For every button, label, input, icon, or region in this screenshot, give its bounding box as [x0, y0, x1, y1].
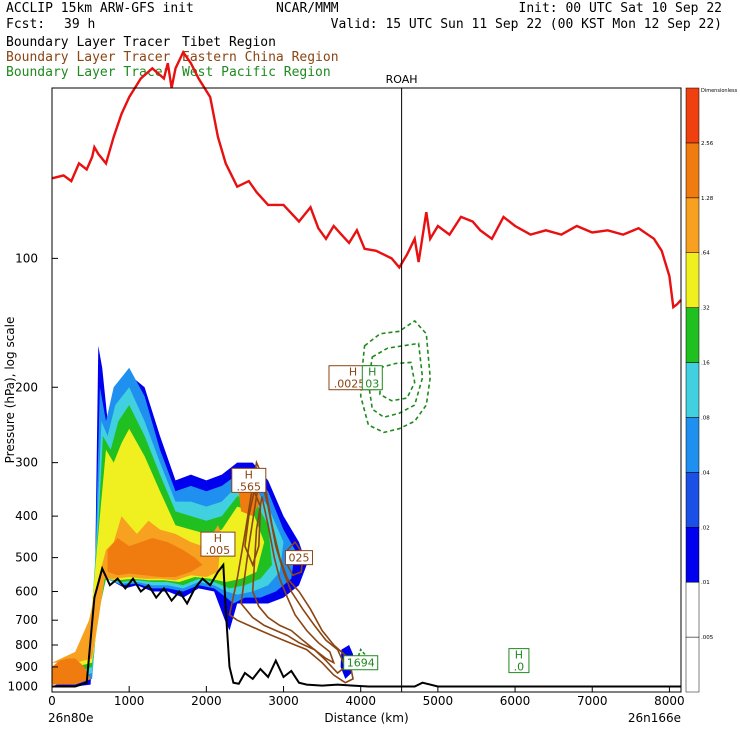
y-tick-label-1: 200 — [15, 380, 38, 394]
colorbar-swatch-3 — [685, 472, 700, 528]
x-tick-label-5: 5000 — [423, 694, 454, 708]
plot-frame — [51, 87, 682, 693]
colorbar-level-6: .32 — [701, 306, 710, 312]
legend-region-eastern-china: Eastern China Region — [182, 50, 339, 65]
tracer-label-h-1: H — [245, 468, 253, 481]
tracer-label-box-4 — [361, 365, 383, 391]
colorbar-swatch-1 — [685, 581, 700, 638]
tracer-label-value-1: .565 — [237, 480, 262, 493]
tracer-label-box-2 — [284, 550, 313, 566]
colorbar-swatch-6 — [685, 307, 700, 363]
colorbar: .005 .01 .02 .04 .08 .16 .32 .64 1.28 2.56 Dimensi… — [685, 87, 738, 693]
colorbar-swatch-2 — [685, 527, 700, 583]
roah-marker-label: ROAH — [386, 73, 418, 86]
eastern-china-contour-3 — [244, 488, 262, 568]
colorbar-level-9: 2.56 — [701, 141, 714, 147]
colorbar-swatch-7 — [685, 252, 700, 308]
tracer-label-value-5: 1694 — [347, 657, 375, 670]
right-endpoint-label: 26n166e — [628, 711, 681, 725]
valid-time: Valid: 15 UTC Sun 11 Sep 22 (00 KST Mon … — [330, 17, 722, 32]
x-tick-label-6: 6000 — [500, 694, 531, 708]
x-tick-label-8: 8000 — [654, 694, 685, 708]
y-tick-label-6: 700 — [15, 613, 38, 627]
tracer-fill-region-6 — [52, 658, 91, 685]
west-pacific-contour-2 — [379, 361, 416, 402]
colorbar-swatch-4 — [685, 417, 700, 473]
colorbar-level-0: .005 — [701, 635, 714, 641]
colorbar-level-1: .01 — [701, 580, 710, 586]
tracer-label-box-0 — [200, 531, 236, 557]
eastern-china-contour-2 — [251, 496, 336, 665]
legend-region-tibet: Tibet Region — [182, 35, 276, 50]
west-pacific-contour-1 — [367, 342, 424, 419]
colorbar-swatch-9 — [685, 142, 700, 199]
forecast-label: Fcst: — [6, 17, 46, 32]
y-tick-label-2: 300 — [15, 456, 38, 470]
tracer-label-value-2: 025 — [288, 552, 309, 565]
tracer-fill-region-7 — [107, 538, 203, 577]
colorbar-level-2: .02 — [701, 525, 710, 531]
y-axis-label: Pressure (hPa), log scale — [3, 317, 17, 464]
x-tick-label-2: 2000 — [191, 694, 222, 708]
x-tick-label-1: 1000 — [114, 694, 145, 708]
axes-layer: ROAH 0 1000 2000 3000 4000 5000 6000 7000 8000 100… — [3, 73, 685, 725]
y-tick-label-4: 500 — [15, 551, 38, 565]
colorbar-level-4: .08 — [701, 415, 710, 421]
colorbar-level-8: 1.28 — [701, 196, 714, 202]
tracer-label-value-4: 03 — [365, 378, 379, 391]
colorbar-swatch-0 — [685, 636, 700, 693]
tracer-label-value-0: .005 — [206, 544, 231, 557]
tracer-label-h-0: H — [214, 532, 222, 545]
center-label: NCAR/MMM — [276, 1, 339, 16]
legend-name-eastern-china: Boundary Layer Tracer — [6, 50, 171, 65]
tracer-label-box-6 — [508, 648, 530, 674]
tracer-label-h-6: H — [515, 649, 523, 662]
colorbar-level-7: .64 — [701, 251, 710, 257]
tracer-label-h-3: H — [349, 366, 357, 379]
y-tick-label-8: 900 — [15, 660, 38, 674]
x-tick-label-3: 3000 — [268, 694, 299, 708]
tracer-label-h-4: H — [368, 366, 376, 379]
left-endpoint-label: 26n80e — [48, 711, 94, 725]
colorbar-level-3: .04 — [701, 470, 710, 476]
y-tick-label-5: 600 — [15, 585, 38, 599]
figure-title: ACCLIP 15km ARW-GFS init — [6, 1, 194, 16]
colorbar-swatch-5 — [685, 362, 700, 418]
y-tick-label-9: 1000 — [7, 680, 38, 694]
colorbar-level-5: .16 — [701, 361, 710, 367]
colorbar-swatch-8 — [685, 197, 700, 253]
x-tick-label-4: 4000 — [345, 694, 376, 708]
tracer-label-value-6: .0 — [514, 661, 525, 674]
west-pacific-contour-low — [356, 648, 370, 668]
tracer-fill-layer — [52, 345, 353, 687]
legend-region-west-pacific: West Pacific Region — [182, 65, 331, 80]
tropopause-line — [51, 49, 682, 310]
legend-name-tibet: Boundary Layer Tracer — [6, 35, 171, 50]
tracer-label-box-5 — [343, 655, 379, 671]
y-tick-label-3: 400 — [15, 509, 38, 523]
forecast-value: 39 h — [64, 17, 96, 32]
x-tick-label-7: 7000 — [577, 694, 608, 708]
colorbar-swatch-10 — [685, 87, 700, 144]
x-tick-label-0: 0 — [48, 694, 56, 708]
tracer-label-box-1 — [231, 467, 267, 493]
init-time: Init: 00 UTC Sat 10 Sep 22 — [518, 1, 723, 16]
colorbar-title: Dimensionless — [701, 88, 738, 94]
x-axis-label: Distance (km) — [324, 711, 408, 725]
y-tick-label-0: 100 — [15, 251, 38, 265]
legend-name-west-pacific: Boundary Layer Tracer — [6, 65, 171, 80]
y-tick-label-7: 800 — [15, 638, 38, 652]
